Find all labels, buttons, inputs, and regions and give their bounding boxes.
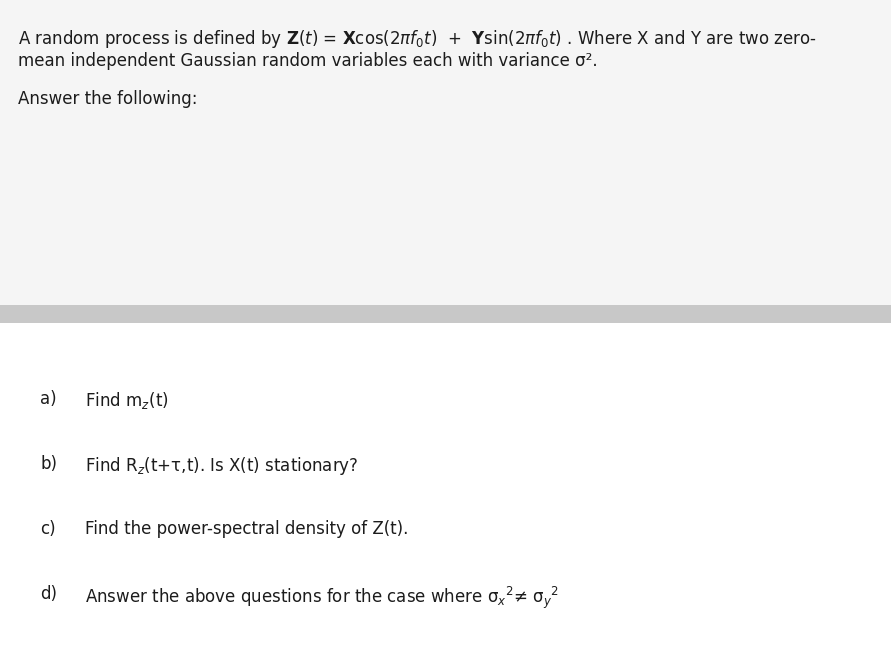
Text: Answer the above questions for the case where σ$_x$$^2$≠ σ$_y$$^2$: Answer the above questions for the case … <box>85 585 559 611</box>
Text: b): b) <box>40 455 57 473</box>
Text: c): c) <box>40 520 55 538</box>
Text: d): d) <box>40 585 57 603</box>
Text: a): a) <box>40 390 57 408</box>
Bar <box>0 305 891 323</box>
Bar <box>0 0 891 305</box>
Text: Find m$_{z}$(t): Find m$_{z}$(t) <box>85 390 168 411</box>
Text: mean independent Gaussian random variables each with variance σ².: mean independent Gaussian random variabl… <box>18 52 598 70</box>
Text: Answer the following:: Answer the following: <box>18 90 198 108</box>
Text: Find R$_{z}$(t+τ,t). Is X(t) stationary?: Find R$_{z}$(t+τ,t). Is X(t) stationary? <box>85 455 358 477</box>
Text: Find the power-spectral density of Z(t).: Find the power-spectral density of Z(t). <box>85 520 408 538</box>
Text: A random process is defined by $\mathbf{Z}(\mathit{t})$ = $\mathbf{X}$cos(2$\pi : A random process is defined by $\mathbf{… <box>18 28 817 50</box>
Bar <box>0 323 891 654</box>
